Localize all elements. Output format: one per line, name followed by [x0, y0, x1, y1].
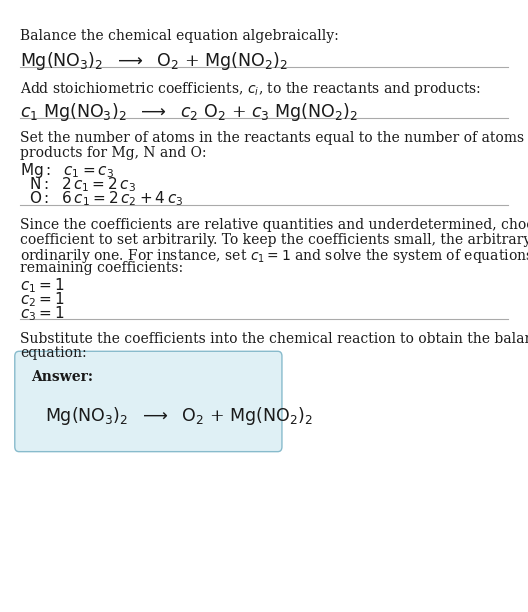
- Text: $\mathrm{Mg:}$  $c_1 = c_3$: $\mathrm{Mg:}$ $c_1 = c_3$: [20, 161, 114, 180]
- Text: $\mathrm{Mg(NO_3)_2}$  $\longrightarrow$  $\mathrm{O_2}$ + $\mathrm{Mg(NO_2)_2}$: $\mathrm{Mg(NO_3)_2}$ $\longrightarrow$ …: [20, 50, 288, 72]
- Text: $c_1 = 1$: $c_1 = 1$: [20, 276, 64, 295]
- Text: Substitute the coefficients into the chemical reaction to obtain the balanced: Substitute the coefficients into the che…: [20, 332, 528, 346]
- Text: Set the number of atoms in the reactants equal to the number of atoms in the: Set the number of atoms in the reactants…: [20, 131, 528, 145]
- Text: $c_3 = 1$: $c_3 = 1$: [20, 304, 64, 323]
- Text: Since the coefficients are relative quantities and underdetermined, choose a: Since the coefficients are relative quan…: [20, 218, 528, 232]
- Text: products for Mg, N and O:: products for Mg, N and O:: [20, 146, 206, 160]
- Text: coefficient to set arbitrarily. To keep the coefficients small, the arbitrary va: coefficient to set arbitrarily. To keep …: [20, 233, 528, 247]
- Text: $\mathrm{N:}$  $2\,c_1 = 2\,c_3$: $\mathrm{N:}$ $2\,c_1 = 2\,c_3$: [29, 175, 136, 194]
- Text: ordinarily one. For instance, set $c_1 = 1$ and solve the system of equations fo: ordinarily one. For instance, set $c_1 =…: [20, 247, 528, 264]
- Text: Balance the chemical equation algebraically:: Balance the chemical equation algebraica…: [20, 29, 339, 43]
- Text: Answer:: Answer:: [31, 370, 92, 384]
- Text: $\mathrm{O:}$  $6\,c_1 = 2\,c_2 + 4\,c_3$: $\mathrm{O:}$ $6\,c_1 = 2\,c_2 + 4\,c_3$: [29, 189, 183, 208]
- Text: $\mathrm{Mg(NO_3)_2}$  $\longrightarrow$  $\mathrm{O_2}$ + $\mathrm{Mg(NO_2)_2}$: $\mathrm{Mg(NO_3)_2}$ $\longrightarrow$ …: [45, 405, 313, 427]
- FancyBboxPatch shape: [15, 351, 282, 452]
- Text: Add stoichiometric coefficients, $c_i$, to the reactants and products:: Add stoichiometric coefficients, $c_i$, …: [20, 80, 481, 98]
- Text: equation:: equation:: [20, 346, 87, 360]
- Text: $c_2 = 1$: $c_2 = 1$: [20, 290, 64, 309]
- Text: remaining coefficients:: remaining coefficients:: [20, 261, 183, 275]
- Text: $c_1$ $\mathrm{Mg(NO_3)_2}$  $\longrightarrow$  $c_2$ $\mathrm{O_2}$ + $c_3$ $\m: $c_1$ $\mathrm{Mg(NO_3)_2}$ $\longrighta…: [20, 101, 358, 123]
